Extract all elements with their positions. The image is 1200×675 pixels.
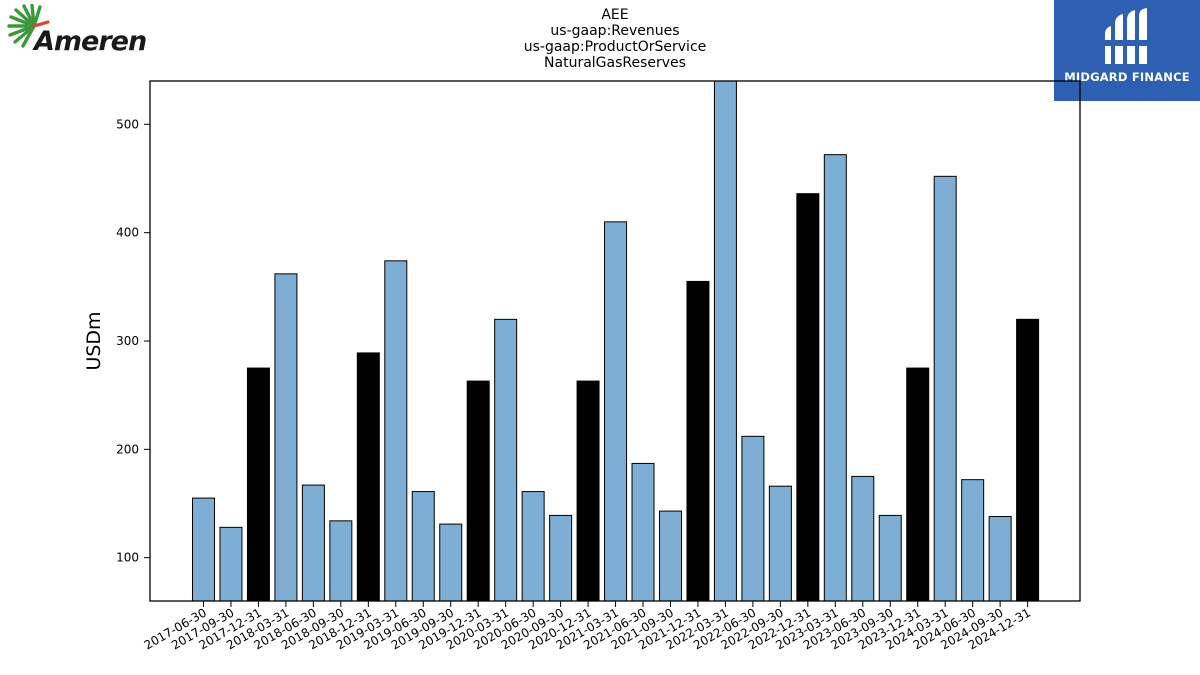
- chart-title: AEE us-gaap:Revenues us-gaap:ProductOrSe…: [415, 7, 815, 71]
- y-tick-label: 300: [116, 334, 139, 348]
- y-tick-label: 200: [116, 442, 139, 456]
- ameren-sunburst-icon: [7, 4, 50, 48]
- bar-2019-12-31: [466, 380, 490, 602]
- bar-2022-03-31: [713, 80, 737, 602]
- bar-group: [192, 80, 1040, 602]
- bar-2023-12-31: [906, 367, 930, 602]
- bar-2020-12-31: [576, 380, 600, 602]
- bar-2024-09-30: [988, 516, 1012, 602]
- bar-2024-06-30: [961, 479, 985, 602]
- y-tick-label: 500: [116, 117, 139, 131]
- title-line-axis: us-gaap:ProductOrService: [523, 39, 707, 55]
- bar-2021-06-30: [631, 462, 655, 602]
- bar-2022-06-30: [741, 435, 765, 602]
- bar-2022-09-30: [768, 485, 792, 602]
- bar-2024-12-31: [1016, 318, 1040, 602]
- title-line-ticker: AEE: [601, 7, 629, 23]
- bar-2017-12-31: [246, 367, 270, 602]
- bar-2017-06-30: [192, 497, 215, 602]
- bar-2023-09-30: [878, 514, 902, 602]
- bar-2020-06-30: [521, 491, 545, 602]
- bar-2019-06-30: [411, 491, 435, 602]
- midgard-wordmark: MIDGARD FINANCE: [1064, 70, 1190, 84]
- plot-frame: [149, 80, 1081, 602]
- bar-2023-03-31: [823, 154, 847, 602]
- y-axis: 100 200 300 400 500: [116, 117, 150, 565]
- bar-2024-03-31: [933, 175, 957, 602]
- bar-2021-12-31: [686, 280, 710, 602]
- ameren-wordmark: Ameren: [34, 26, 147, 57]
- bar-2022-12-31: [796, 193, 820, 602]
- bar-2018-03-31: [274, 273, 298, 602]
- bar-2018-06-30: [301, 484, 325, 602]
- bar-2020-09-30: [549, 514, 573, 602]
- y-tick-label: 100: [116, 551, 139, 565]
- bar-2017-09-30: [219, 526, 243, 602]
- x-axis: 2017-06-302017-09-302017-12-312018-03-31…: [142, 601, 1033, 652]
- bar-2023-06-30: [851, 475, 875, 602]
- midgard-finance-logo: MIDGARD FINANCE: [1054, 0, 1200, 101]
- bar-2019-09-30: [439, 523, 463, 602]
- bar-2021-03-31: [604, 221, 628, 602]
- bar-2020-03-31: [494, 318, 518, 602]
- bar-2018-09-30: [329, 520, 353, 602]
- bar-2018-12-31: [356, 352, 380, 602]
- ameren-logo: Ameren: [4, 4, 147, 58]
- bar-2021-09-30: [658, 510, 682, 602]
- y-tick-label: 400: [116, 226, 139, 240]
- title-line-member: NaturalGasReserves: [544, 55, 686, 71]
- bar-2019-03-31: [384, 260, 408, 602]
- midgard-mark-icon: [1103, 8, 1149, 64]
- title-line-metric: us-gaap:Revenues: [550, 23, 680, 39]
